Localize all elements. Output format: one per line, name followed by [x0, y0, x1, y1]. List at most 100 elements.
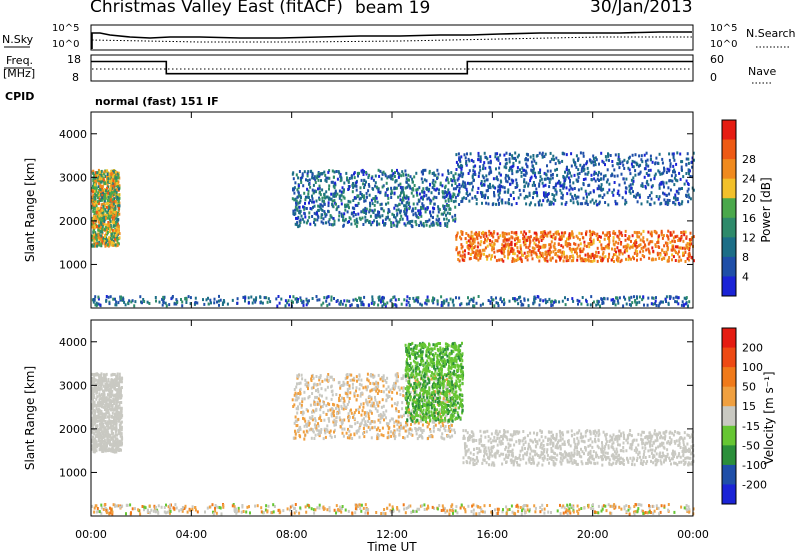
- power-echo: [447, 219, 450, 223]
- power-echo: [680, 303, 683, 307]
- power-echo: [382, 170, 385, 174]
- power-echo: [369, 201, 371, 205]
- power-echo: [523, 235, 526, 239]
- power-echo: [678, 187, 681, 191]
- power-echo: [466, 193, 469, 197]
- power-echo: [577, 179, 580, 183]
- power-echo: [686, 242, 689, 246]
- velocity-echo: [113, 402, 116, 406]
- power-echo: [534, 171, 537, 175]
- power-echo: [378, 222, 381, 226]
- power-echo: [647, 247, 650, 251]
- power-echo: [678, 203, 681, 207]
- power-echo: [667, 229, 670, 233]
- power-echo: [529, 155, 532, 159]
- power-echo: [97, 302, 100, 306]
- power-echo: [402, 173, 405, 177]
- power-echo: [488, 253, 491, 257]
- power-echo: [582, 154, 585, 158]
- velocity-echo: [105, 401, 108, 405]
- power-echo: [92, 176, 95, 180]
- power-echo: [474, 173, 477, 176]
- velocity-echo: [94, 420, 97, 424]
- power-echo: [677, 296, 680, 300]
- power-echo: [338, 196, 341, 200]
- power-echo: [100, 221, 102, 225]
- power-echo: [571, 230, 574, 234]
- power-echo: [313, 176, 315, 180]
- velocity-echo: [118, 375, 121, 379]
- power-echo: [422, 187, 425, 191]
- power-echo: [515, 231, 518, 235]
- power-echo: [684, 302, 687, 306]
- power-echo: [617, 241, 620, 245]
- power-echo: [650, 302, 653, 306]
- power-echo: [660, 300, 663, 304]
- power-echo: [522, 303, 525, 307]
- power-echo: [110, 213, 113, 217]
- power-echo: [541, 255, 544, 259]
- power-echo: [107, 208, 110, 212]
- power-echo: [470, 234, 473, 238]
- power-echo: [515, 158, 517, 162]
- velocity-echo: [116, 433, 119, 437]
- power-echo: [218, 303, 220, 307]
- power-echo: [109, 198, 112, 202]
- power-echo: [459, 303, 462, 307]
- power-echo: [668, 152, 671, 156]
- power-echo: [92, 187, 95, 191]
- power-echo: [549, 230, 552, 234]
- power-echo: [537, 238, 540, 242]
- power-echo: [544, 177, 547, 181]
- power-echo: [392, 221, 395, 225]
- power-echo: [404, 223, 407, 227]
- power-echo: [425, 179, 428, 183]
- power-echo: [390, 223, 393, 227]
- power-echo: [379, 203, 382, 207]
- power-echo: [457, 251, 460, 255]
- power-echo: [630, 303, 632, 307]
- power-echo: [460, 167, 463, 171]
- power-echo: [421, 190, 424, 194]
- power-echo: [497, 304, 500, 308]
- power-echo: [525, 181, 528, 185]
- power-echo: [467, 244, 470, 248]
- power-echo: [468, 169, 471, 173]
- power-echo: [648, 241, 651, 245]
- power-echo: [539, 255, 542, 259]
- power-echo: [687, 193, 690, 197]
- power-echo: [540, 254, 543, 257]
- power-echo: [661, 248, 664, 252]
- velocity-echo: [92, 423, 95, 427]
- power-echo: [493, 250, 496, 254]
- power-echo: [479, 159, 482, 163]
- velocity-echo: [111, 389, 114, 393]
- power-echo: [498, 171, 501, 175]
- power-echo: [673, 176, 676, 180]
- power-echo: [481, 201, 483, 205]
- power-echo: [374, 195, 377, 198]
- velocity-echo: [91, 416, 94, 420]
- power-echo: [603, 193, 606, 197]
- power-echo: [373, 203, 376, 207]
- power-echo: [523, 297, 526, 301]
- power-echo: [318, 205, 321, 209]
- velocity-echo: [98, 442, 101, 446]
- power-echo: [524, 241, 527, 244]
- power-echo: [600, 183, 603, 187]
- power-colorbar-swatches: [722, 120, 736, 297]
- power-echo: [572, 197, 575, 201]
- velocity-echo: [92, 443, 95, 447]
- power-echo: [472, 242, 475, 245]
- power-echo: [357, 212, 360, 216]
- power-echo: [594, 163, 597, 167]
- power-echo: [484, 238, 487, 241]
- power-echo: [369, 204, 372, 208]
- power-echo: [351, 190, 354, 194]
- power-echo: [394, 303, 397, 307]
- power-echo: [446, 221, 449, 225]
- power-echo: [175, 298, 178, 302]
- power-echo: [413, 184, 416, 187]
- velocity-echo: [91, 438, 94, 442]
- power-echo: [97, 196, 99, 200]
